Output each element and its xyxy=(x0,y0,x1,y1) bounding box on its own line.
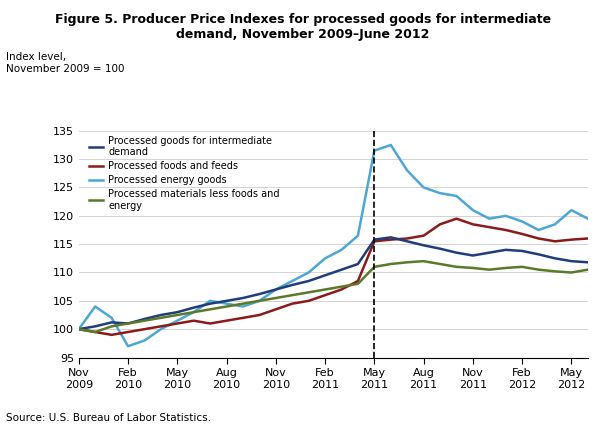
Legend: Processed goods for intermediate
demand, Processed foods and feeds, Processed en: Processed goods for intermediate demand,… xyxy=(88,136,280,211)
Text: Index level,
November 2009 = 100: Index level, November 2009 = 100 xyxy=(6,52,125,74)
Text: Figure 5. Producer Price Indexes for processed goods for intermediate
demand, No: Figure 5. Producer Price Indexes for pro… xyxy=(55,13,551,41)
Text: Source: U.S. Bureau of Labor Statistics.: Source: U.S. Bureau of Labor Statistics. xyxy=(6,413,211,423)
